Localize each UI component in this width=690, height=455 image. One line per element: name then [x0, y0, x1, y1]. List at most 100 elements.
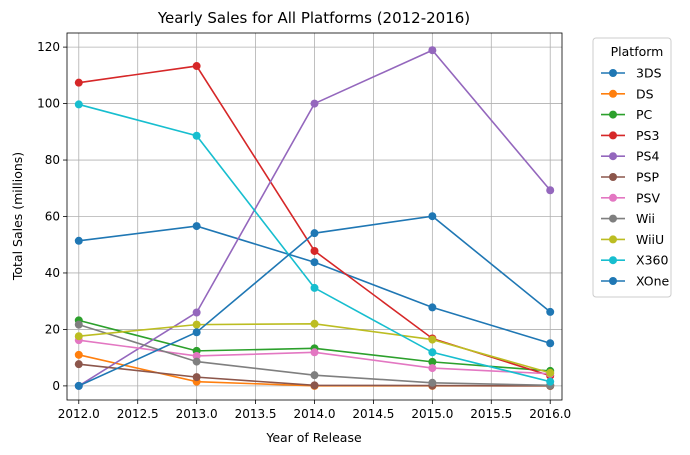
data-point: [74, 78, 83, 87]
legend-label: X360: [636, 253, 668, 268]
data-point: [310, 283, 319, 292]
legend-item: X360: [601, 253, 668, 268]
series-3ds: [74, 222, 555, 348]
legend-item: XOne: [601, 274, 670, 289]
y-tick-label: 0: [52, 379, 60, 393]
x-tick-label: 2015.5: [470, 407, 512, 421]
data-point: [192, 351, 201, 360]
y-tick-label: 20: [45, 322, 60, 336]
data-point: [192, 357, 201, 366]
legend-label: PS3: [636, 128, 659, 143]
data-point: [310, 348, 319, 357]
x-tick-label: 2013.0: [176, 407, 218, 421]
legend-item: PS3: [601, 128, 659, 143]
legend-item: WiiU: [601, 232, 664, 247]
data-point: [310, 319, 319, 328]
y-tick-label: 100: [37, 97, 60, 111]
data-point: [428, 378, 437, 387]
data-point: [546, 186, 555, 195]
legend-swatch-marker: [609, 131, 617, 140]
legend-label: PSP: [636, 170, 659, 185]
data-point: [192, 373, 201, 382]
legend-label: PS4: [636, 149, 659, 164]
data-point: [74, 360, 83, 369]
data-point: [192, 222, 201, 231]
data-point: [546, 377, 555, 386]
data-point: [546, 339, 555, 348]
data-point: [192, 320, 201, 329]
legend-label: WiiU: [636, 232, 664, 247]
data-point: [428, 303, 437, 312]
data-point: [192, 62, 201, 71]
legend-label: XOne: [636, 274, 670, 289]
y-tick-label: 80: [45, 153, 60, 167]
x-axis-ticks: 2012.0 2012.5 2013.0 2013.5 2014.0 2014.5 2015…: [58, 400, 571, 421]
data-point: [428, 212, 437, 221]
legend-label: DS: [636, 86, 654, 101]
series-wiiu: [74, 319, 555, 377]
legend-item: Wii: [601, 211, 655, 226]
data-point: [310, 246, 319, 255]
legend-swatch-marker: [609, 152, 617, 161]
y-axis-ticks: 0 20 40 60 80 100 120: [37, 40, 67, 393]
legend-swatch-marker: [609, 214, 617, 223]
data-point: [310, 371, 319, 380]
y-tick-label: 120: [37, 40, 60, 54]
data-point: [74, 100, 83, 109]
data-point: [310, 99, 319, 108]
data-point: [546, 368, 555, 377]
legend-item: PC: [601, 107, 653, 122]
series-layer: [74, 46, 555, 390]
x-tick-label: 2015.0: [411, 407, 453, 421]
legend-label: Wii: [636, 211, 655, 226]
data-point: [310, 258, 319, 267]
legend-item: DS: [601, 86, 654, 101]
data-point: [428, 357, 437, 366]
x-tick-label: 2016.0: [529, 407, 571, 421]
legend-frame: [592, 37, 672, 298]
x-tick-label: 2012.0: [58, 407, 100, 421]
legend-swatch-marker: [609, 277, 617, 285]
data-point: [74, 236, 83, 245]
legend-swatch-marker: [609, 235, 617, 244]
data-point: [428, 348, 437, 357]
data-point: [428, 46, 437, 55]
data-point: [310, 229, 319, 238]
legend-item: PSP: [601, 170, 659, 185]
legend-label: 3DS: [636, 66, 662, 81]
x-axis-label: Year of Release: [265, 430, 362, 445]
data-point: [310, 381, 319, 390]
data-point: [192, 328, 201, 337]
x-tick-label: 2013.5: [235, 407, 277, 421]
data-point: [192, 308, 201, 317]
legend-swatch-marker: [609, 69, 617, 77]
data-point: [74, 350, 83, 359]
y-tick-label: 60: [45, 210, 60, 224]
x-tick-label: 2014.0: [294, 407, 336, 421]
legend-swatch-marker: [609, 110, 617, 119]
x-tick-label: 2014.5: [352, 407, 394, 421]
data-point: [428, 335, 437, 344]
legend-title: Platform: [611, 44, 664, 59]
data-point: [546, 307, 555, 316]
data-point: [428, 364, 437, 373]
legend-swatch-marker: [609, 89, 617, 98]
y-tick-label: 40: [45, 266, 60, 280]
data-point: [74, 332, 83, 341]
y-axis-label: Total Sales (millions): [10, 152, 25, 281]
x-tick-label: 2012.5: [117, 407, 159, 421]
legend: Platform 3DS DS PC PS3 PS4 PSP PSV Wii WiiU X360 X…: [592, 37, 672, 298]
legend-item: PSV: [601, 190, 660, 205]
legend-item: 3DS: [601, 66, 662, 81]
chart-title: Yearly Sales for All Platforms (2012-201…: [157, 9, 470, 27]
legend-item: PS4: [601, 149, 659, 164]
legend-label: PC: [636, 107, 653, 122]
plot-frame: [66, 32, 563, 401]
data-point: [74, 320, 83, 329]
legend-label: PSV: [636, 190, 660, 205]
legend-swatch-marker: [609, 173, 617, 181]
data-point: [192, 131, 201, 140]
legend-swatch-marker: [609, 193, 617, 202]
legend-swatch-marker: [609, 256, 617, 265]
